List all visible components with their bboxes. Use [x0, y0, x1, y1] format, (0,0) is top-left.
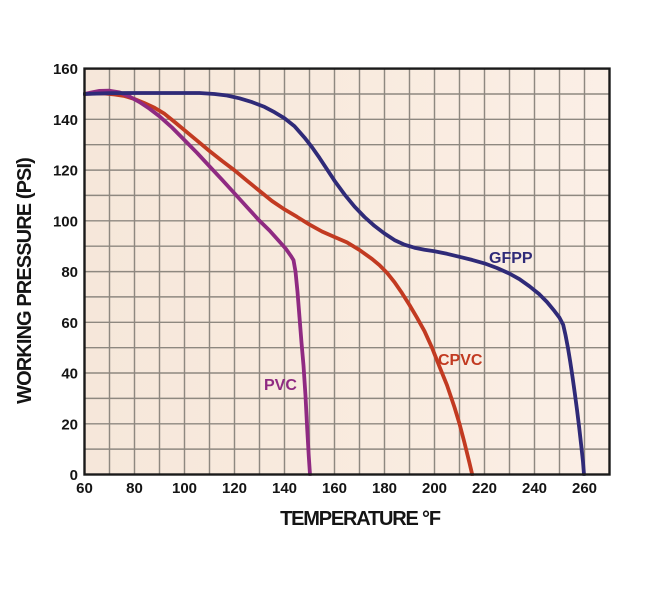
svg-text:GFPP: GFPP [489, 250, 533, 267]
svg-text:20: 20 [61, 416, 78, 433]
svg-text:100: 100 [53, 213, 78, 230]
svg-text:80: 80 [61, 264, 78, 281]
svg-text:140: 140 [53, 112, 78, 129]
svg-text:200: 200 [422, 480, 447, 497]
svg-text:60: 60 [61, 315, 78, 332]
svg-text:160: 160 [322, 480, 347, 497]
svg-text:TEMPERATURE °F: TEMPERATURE °F [280, 508, 441, 530]
svg-text:80: 80 [126, 480, 143, 497]
svg-text:180: 180 [372, 480, 397, 497]
svg-text:60: 60 [76, 480, 93, 497]
svg-text:0: 0 [70, 467, 78, 484]
svg-text:WORKING PRESSURE (PSI): WORKING PRESSURE (PSI) [14, 158, 36, 404]
svg-text:120: 120 [222, 480, 247, 497]
svg-text:PVC: PVC [264, 377, 297, 394]
svg-text:260: 260 [572, 480, 597, 497]
svg-text:160: 160 [53, 61, 78, 78]
svg-text:240: 240 [522, 480, 547, 497]
svg-text:40: 40 [61, 366, 78, 383]
svg-text:220: 220 [472, 480, 497, 497]
svg-text:CPVC: CPVC [438, 352, 483, 369]
svg-text:100: 100 [172, 480, 197, 497]
svg-text:140: 140 [272, 480, 297, 497]
svg-text:120: 120 [53, 163, 78, 180]
